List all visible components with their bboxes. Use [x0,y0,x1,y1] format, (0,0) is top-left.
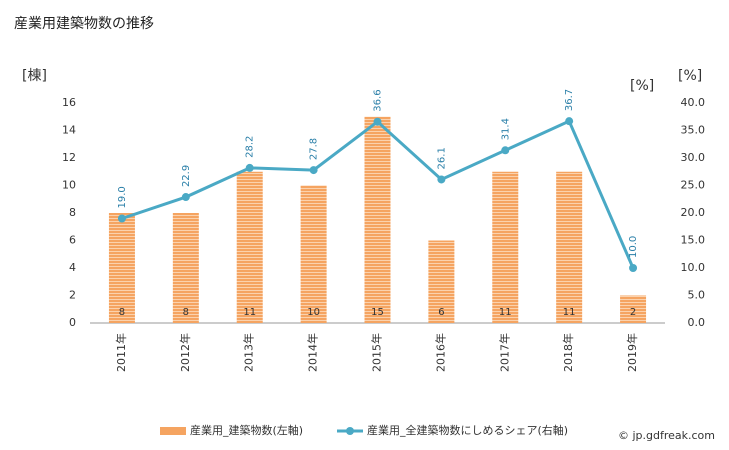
legend-swatch [346,427,354,435]
bar [236,171,263,323]
x-tick-label: 2018年 [561,333,575,372]
line-point [565,117,574,126]
y-axis-label: [棟] [22,68,47,84]
y2-tick-label: 40.0 [681,96,706,109]
watermark: © jp.gdfreak.com [618,429,715,442]
bar-value-label: 10 [307,307,320,318]
line-value-label: 19.0 [117,186,128,208]
y2-tick-label: 0.0 [688,316,706,329]
x-tick-label: 2017年 [497,333,511,372]
legend-swatch [160,427,186,435]
legend-label: 産業用_全建築物数にしめるシェア(右軸) [367,423,568,437]
y2-tick-label: 35.0 [681,124,706,137]
y-tick-label: 16 [62,96,76,109]
y-tick-label: 4 [69,261,76,274]
y2-axis-label: [%] [678,68,702,84]
bar [492,171,519,323]
bar [556,171,583,323]
x-tick-label: 2015年 [370,333,384,372]
line-value-label: 31.4 [500,118,511,140]
line-point [373,117,382,126]
bar-value-label: 8 [119,307,125,318]
bar [108,213,135,323]
bar [300,185,327,323]
x-tick-label: 2011年 [114,333,128,372]
y2-tick-label: 20.0 [681,206,706,219]
x-tick-label: 2019年 [625,333,639,372]
bar [364,116,391,323]
line-value-label: 36.6 [373,89,384,111]
line-point [181,193,190,202]
y2-tick-label: 25.0 [681,179,706,192]
bar [428,240,455,323]
legend-label: 産業用_建築物数(左軸) [190,423,303,437]
y2-tick-label: 5.0 [688,289,706,302]
bar [620,295,647,323]
bar [172,213,199,323]
bar-value-label: 6 [438,307,444,318]
line-point [309,166,318,175]
bar-value-label: 15 [371,307,384,318]
x-tick-label: 2012年 [178,333,192,372]
line-point [501,146,510,155]
bar-value-label: 2 [630,307,636,318]
y2-axis-label: [%] [630,78,654,94]
line-value-label: 10.0 [628,236,639,258]
line-value-label: 26.1 [436,147,447,169]
x-tick-label: 2016年 [433,333,447,372]
y-tick-label: 12 [62,151,76,164]
x-tick-label: 2013年 [242,333,256,372]
y-tick-label: 10 [62,179,76,192]
x-tick-label: 2014年 [306,333,320,372]
y2-tick-label: 30.0 [681,151,706,164]
line-value-label: 36.7 [564,89,575,111]
y-tick-label: 14 [62,124,76,137]
y-tick-label: 6 [69,234,76,247]
y2-tick-label: 15.0 [681,234,706,247]
line-point [437,175,446,184]
bar-value-label: 11 [499,307,512,318]
bar-value-label: 8 [183,307,189,318]
bar-value-label: 11 [243,307,256,318]
y-tick-label: 2 [69,289,76,302]
line-point [629,264,638,272]
line-point [117,214,126,223]
bar-value-label: 11 [563,307,576,318]
line-value-label: 27.8 [309,138,320,160]
line-value-label: 22.9 [181,165,192,187]
y2-tick-label: 10.0 [681,261,706,274]
y-tick-label: 0 [69,316,76,329]
line-value-label: 28.2 [245,136,256,158]
y-tick-label: 8 [69,206,76,219]
chart-title: 産業用建築物数の推移 [14,16,154,32]
line-point [245,163,254,172]
